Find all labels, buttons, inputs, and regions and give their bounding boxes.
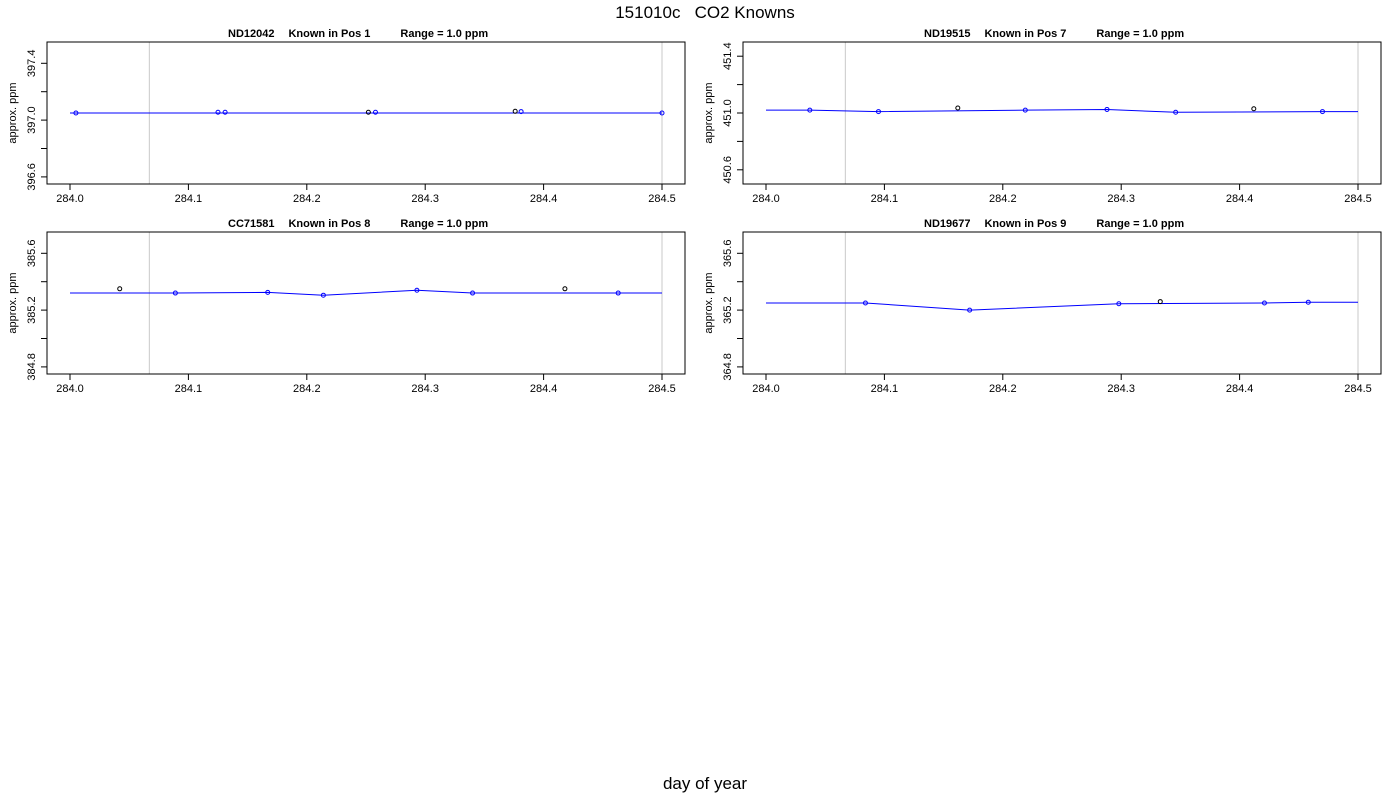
y-tick-label: 397.4: [26, 50, 38, 78]
data-point: [518, 109, 524, 115]
x-tick-label: 284.3: [411, 193, 439, 205]
x-tick-label: 284.3: [1107, 193, 1135, 205]
data-point: [1022, 107, 1028, 113]
panel-title-part: Range = 1.0 ppm: [400, 28, 488, 40]
x-tick-label: 284.5: [648, 193, 676, 205]
data-point: [659, 110, 665, 116]
data-point: [73, 110, 79, 116]
panel-title: CC71581 Known in Pos 8 Range = 1.0 ppm: [228, 218, 488, 230]
panel-title-part: Known in Pos 8: [288, 218, 370, 230]
data-point: [1157, 299, 1163, 305]
panel-title: ND19677 Known in Pos 9 Range = 1.0 ppm: [924, 218, 1184, 230]
y-tick-label: 364.8: [722, 353, 734, 381]
data-point: [117, 286, 123, 292]
figure-title: 151010c CO2 Knowns: [615, 3, 795, 22]
plot-frame: [46, 231, 686, 375]
panel-title-part: Range = 1.0 ppm: [400, 218, 488, 230]
y-tick-label: 450.6: [722, 156, 734, 184]
data-point: [875, 109, 881, 115]
panel-title-part: Range = 1.0 ppm: [1096, 218, 1184, 230]
chart-panel-1: ND12042 Known in Pos 1 Range = 1.0 ppm 284.…: [7, 28, 686, 205]
data-point: [172, 290, 178, 296]
plot-frame: [742, 41, 1382, 185]
x-tick-label: 284.4: [1226, 193, 1254, 205]
panel-title-part: Known in Pos 9: [984, 218, 1066, 230]
data-point: [215, 109, 221, 115]
data-point: [1319, 109, 1325, 115]
data-point: [967, 307, 973, 313]
data-point: [562, 286, 568, 292]
x-tick-label: 284.4: [530, 383, 558, 395]
y-tick-label: 384.8: [26, 353, 38, 381]
y-tick-label: 385.2: [26, 296, 38, 324]
x-tick-label: 284.2: [293, 383, 321, 395]
series-line: [766, 108, 1358, 113]
x-tick-label: 284.0: [752, 383, 780, 395]
y-tick-label: 451.4: [722, 42, 734, 70]
panel-title-part: Known in Pos 7: [984, 28, 1066, 40]
x-tick-label: 284.1: [175, 383, 203, 395]
y-tick-label: 451.0: [722, 99, 734, 127]
data-point: [1104, 106, 1110, 112]
data-point: [265, 289, 271, 295]
x-tick-label: 284.2: [293, 193, 321, 205]
panel-title: ND19515 Known in Pos 7 Range = 1.0 ppm: [924, 28, 1184, 40]
data-point: [807, 107, 813, 113]
chart-panel-2: ND19515 Known in Pos 7 Range = 1.0 ppm 284.…: [703, 28, 1382, 205]
panel-title-part: ND19515: [924, 28, 970, 40]
x-tick-label: 284.0: [56, 193, 84, 205]
y-axis-title: approx. ppm: [703, 272, 715, 333]
x-tick-label: 284.4: [1226, 383, 1254, 395]
data-point: [365, 109, 371, 115]
x-tick-label: 284.2: [989, 383, 1017, 395]
data-point: [955, 105, 961, 111]
y-tick-label: 385.6: [26, 240, 38, 268]
data-point: [222, 109, 228, 115]
data-point: [1116, 301, 1122, 307]
y-tick-label: 365.6: [722, 240, 734, 268]
data-point: [1173, 109, 1179, 115]
y-tick-label: 396.6: [26, 163, 38, 191]
panel-title: ND12042 Known in Pos 1 Range = 1.0 ppm: [228, 28, 488, 40]
data-point: [414, 287, 420, 293]
x-tick-label: 284.5: [648, 383, 676, 395]
x-tick-label: 284.3: [411, 383, 439, 395]
x-tick-label: 284.3: [1107, 383, 1135, 395]
x-tick-label: 284.0: [56, 383, 84, 395]
y-tick-label: 397.0: [26, 106, 38, 134]
series-line: [766, 301, 1358, 311]
data-point: [615, 290, 621, 296]
data-point: [1251, 106, 1257, 112]
data-point: [470, 290, 476, 296]
panel-title-part: CC71581: [228, 218, 274, 230]
x-tick-label: 284.1: [871, 193, 899, 205]
panel-title-part: ND12042: [228, 28, 274, 40]
series-line: [70, 289, 662, 296]
data-point: [1305, 299, 1311, 305]
y-axis-title: approx. ppm: [7, 272, 19, 333]
data-point: [372, 109, 378, 115]
x-tick-label: 284.0: [752, 193, 780, 205]
panel-title-part: ND19677: [924, 218, 970, 230]
data-point: [1261, 300, 1267, 306]
chart-panel-3: CC71581 Known in Pos 8 Range = 1.0 ppm 284.…: [7, 218, 686, 395]
x-tick-label: 284.1: [175, 193, 203, 205]
x-axis-title: day of year: [662, 774, 748, 793]
panel-title-part: Known in Pos 1: [288, 28, 370, 40]
x-tick-label: 284.5: [1344, 193, 1372, 205]
y-tick-label: 365.2: [722, 296, 734, 324]
x-tick-label: 284.2: [989, 193, 1017, 205]
y-axis-title: approx. ppm: [7, 82, 19, 143]
data-point: [320, 292, 326, 298]
x-tick-label: 284.5: [1344, 383, 1372, 395]
chart-panel-4: ND19677 Known in Pos 9 Range = 1.0 ppm 284.…: [703, 218, 1382, 395]
y-axis-title: approx. ppm: [703, 82, 715, 143]
data-point: [512, 108, 518, 114]
x-tick-label: 284.1: [871, 383, 899, 395]
x-tick-label: 284.4: [530, 193, 558, 205]
data-point: [862, 300, 868, 306]
panel-title-part: Range = 1.0 ppm: [1096, 28, 1184, 40]
